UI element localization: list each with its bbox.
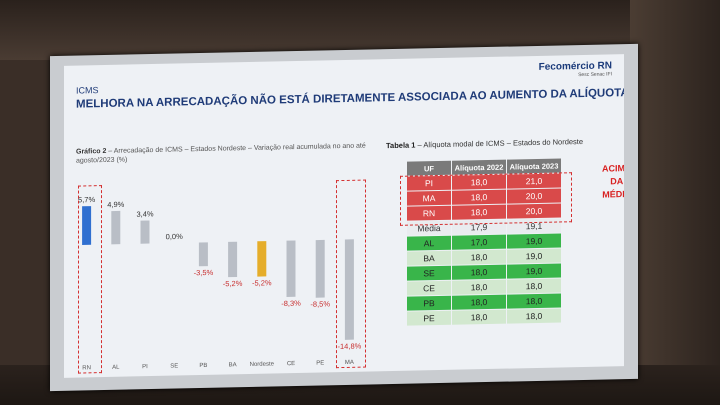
category-label-se: SE (170, 363, 178, 369)
annotation-line: DA (610, 176, 624, 187)
header-uf: UF (407, 160, 451, 176)
category-label-ba: BA (229, 362, 237, 368)
cell-2023: 19,0 (507, 263, 561, 279)
category-label-pb: PB (199, 363, 207, 369)
header-2023: Alíquota 2023 (507, 158, 561, 174)
cell-2022: 18,0 (452, 249, 506, 265)
cell-2023: 18,0 (507, 278, 561, 294)
cell-2022: 18,0 (452, 279, 506, 295)
highlight-box-ma (336, 179, 366, 369)
value-label-rn: 5,7% (78, 195, 95, 204)
table-caption: Tabela 1 – Alíquota modal de ICMS – Esta… (386, 137, 583, 150)
value-label-al: 4,9% (107, 200, 124, 209)
cell-uf: PB (407, 295, 451, 311)
cell-2022: 17,0 (452, 234, 506, 250)
category-label-pe: PE (316, 360, 324, 366)
category-label-rn: RN (82, 365, 91, 371)
section-label: ICMS (76, 85, 99, 96)
value-label-ma: -14,8% (338, 341, 362, 351)
cell-uf: SE (407, 265, 451, 281)
wall-panel (630, 0, 720, 405)
category-label-ce: CE (287, 361, 295, 367)
fecomercio-logo: Fecomércio RN Sesc Senac IFI (539, 60, 612, 79)
bar-ma (344, 239, 354, 340)
table-row: PE 18,0 18,0 (407, 308, 561, 326)
cell-2022: 18,0 (452, 309, 506, 325)
bar-pi (140, 220, 150, 244)
bar-ba (228, 241, 238, 278)
value-label-ba: -5,2% (223, 279, 243, 288)
chart-caption-label: Gráfico 2 (76, 147, 107, 156)
cell-2022: 18,0 (452, 294, 506, 310)
value-label-pe: -8,5% (310, 299, 330, 308)
category-label-pi: PI (142, 364, 148, 370)
category-label-al: AL (112, 365, 120, 371)
table-caption-label: Tabela 1 (386, 140, 416, 151)
value-label-ce: -8,3% (281, 299, 301, 308)
value-label-pb: -3,5% (194, 268, 214, 277)
category-label-nordeste: Nordeste (250, 361, 275, 368)
annotation-line: ACIMA (602, 162, 624, 174)
annotation-line: MÉDIA (602, 188, 624, 200)
bar-nordeste (257, 241, 267, 277)
cell-uf: PE (407, 310, 451, 326)
highlight-box-rn (78, 185, 102, 374)
cell-2023: 18,0 (507, 293, 561, 309)
cell-2022: 18,0 (452, 264, 506, 280)
value-label-pi: 3,4% (136, 209, 153, 218)
icms-bar-chart: 5,7% RN 4,9% AL 3,4% PI 0,0% SE -3,5% PB -5,2% BA -5… (78, 195, 362, 371)
value-label-se: 0,0% (166, 232, 183, 241)
bar-al (111, 210, 121, 245)
highlight-box-above-average (400, 172, 572, 226)
cell-uf: AL (407, 235, 451, 251)
cell-2023: 18,0 (507, 308, 561, 324)
bar-pe (315, 239, 325, 298)
bar-ce (286, 240, 296, 297)
cell-uf: BA (407, 250, 451, 266)
category-label-ma: MA (345, 360, 354, 366)
cell-2023: 19,0 (507, 248, 561, 264)
slide-title: MELHORA NA ARRECADAÇÃO NÃO ESTÁ DIRETAME… (76, 87, 624, 111)
cell-uf: CE (407, 280, 451, 296)
above-average-annotation: ACIMA DA MÉDIA (602, 162, 624, 202)
bar-rn (82, 206, 92, 245)
table-caption-text: – Alíquota modal de ICMS – Estados do No… (415, 136, 584, 150)
value-label-nordeste: -5,2% (252, 278, 272, 287)
presentation-slide: Fecomércio RN Sesc Senac IFI ICMS MELHOR… (64, 54, 624, 378)
projector-screen: Fecomércio RN Sesc Senac IFI ICMS MELHOR… (50, 43, 638, 392)
header-2022: Alíquota 2022 (452, 159, 506, 175)
cell-2023: 19,0 (507, 233, 561, 249)
bar-pb (198, 242, 208, 267)
